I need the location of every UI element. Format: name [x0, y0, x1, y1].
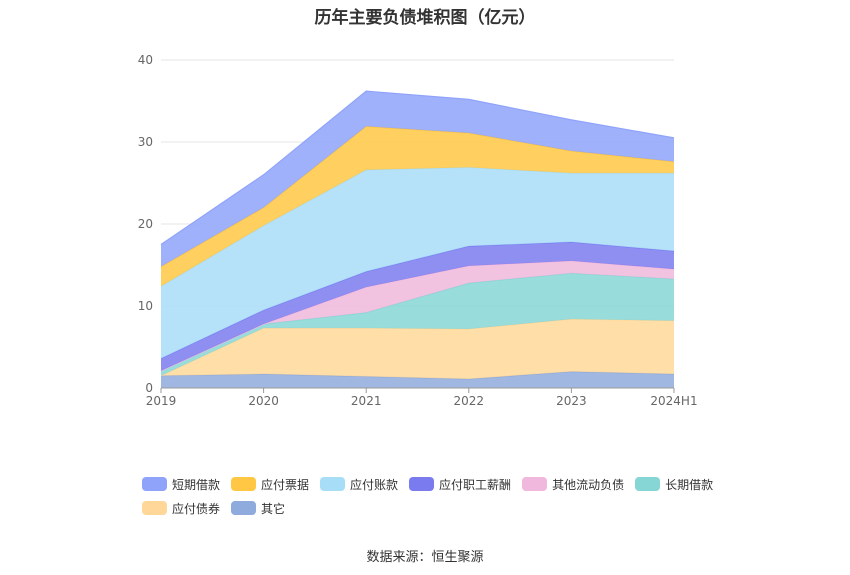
y-tick-label: 0: [145, 381, 153, 395]
area-series-1[interactable]: [161, 319, 674, 379]
legend-label: 应付职工薪酬: [439, 477, 512, 492]
legend-item[interactable]: 应付票据: [231, 476, 309, 493]
x-tick-label: 2022: [454, 394, 485, 408]
area-series-2[interactable]: [161, 273, 674, 376]
area-series-7[interactable]: [161, 91, 674, 267]
legend-item[interactable]: 其它: [231, 500, 285, 517]
data-source-note: 数据来源：恒生聚源: [366, 550, 484, 565]
legend-swatch: [522, 477, 548, 491]
legend-swatch: [320, 477, 346, 491]
area-series-3[interactable]: [161, 260, 674, 371]
x-tick-label: 2020: [248, 394, 279, 408]
area-series-0[interactable]: [161, 371, 674, 388]
legend-label: 其他流动负债: [552, 477, 625, 492]
y-tick-label: 40: [138, 53, 153, 67]
y-tick-label: 10: [138, 299, 153, 313]
x-tick-label: 2021: [351, 394, 382, 408]
area-series-4[interactable]: [161, 242, 674, 371]
axes: 0 10 20 30 40 2019 2020 2021 2022 2023 2024H1: [138, 53, 698, 408]
x-tick-label: 2019: [146, 394, 177, 408]
x-tick-label: 2024H1: [650, 394, 697, 408]
legend: 短期借款 应付票据 应付账款 应付职工薪酬 其他流动负债 长期借款应付债券 其它: [142, 472, 742, 520]
legend-swatch: [142, 501, 167, 515]
area-series: [160, 90, 675, 388]
legend-swatch: [142, 477, 167, 491]
legend-item[interactable]: 长期借款: [635, 476, 713, 493]
legend-item[interactable]: 应付债券: [142, 500, 220, 517]
legend-row: 短期借款 应付票据 应付账款 应付职工薪酬 其他流动负债 长期借款: [142, 472, 742, 496]
legend-swatch: [231, 477, 257, 491]
legend-label: 其它: [261, 501, 286, 516]
chart-title: 历年主要负债堆积图（亿元）: [314, 8, 536, 28]
legend-item[interactable]: 短期借款: [142, 476, 220, 493]
area-series-line-7: [160, 90, 675, 245]
legend-item[interactable]: 应付账款: [320, 476, 398, 493]
legend-label: 短期借款: [172, 477, 221, 492]
legend-label: 应付账款: [350, 477, 399, 492]
x-tick-label: 2023: [556, 394, 587, 408]
legend-swatch: [231, 501, 257, 515]
y-tick-label: 30: [138, 135, 153, 149]
legend-swatch: [409, 477, 435, 491]
legend-swatch: [635, 477, 661, 491]
legend-item[interactable]: 应付职工薪酬: [409, 476, 511, 493]
legend-item[interactable]: 其他流动负债: [522, 476, 624, 493]
legend-label: 长期借款: [665, 477, 714, 492]
y-tick-label: 20: [138, 217, 153, 231]
legend-label: 应付债券: [172, 501, 221, 516]
area-series-6[interactable]: [161, 126, 674, 287]
legend-label: 应付票据: [261, 477, 310, 492]
area-series-5[interactable]: [161, 167, 674, 359]
legend-row: 应付债券 其它: [142, 496, 742, 520]
